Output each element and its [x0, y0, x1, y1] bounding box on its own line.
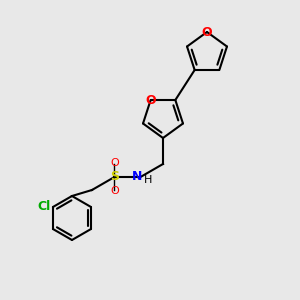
Text: N: N — [132, 169, 143, 182]
Text: O: O — [145, 94, 156, 106]
Text: H: H — [144, 175, 153, 185]
Text: Cl: Cl — [38, 200, 51, 214]
Text: O: O — [202, 26, 212, 38]
Text: O: O — [110, 158, 119, 168]
Text: O: O — [110, 186, 119, 196]
Text: S: S — [110, 170, 119, 184]
